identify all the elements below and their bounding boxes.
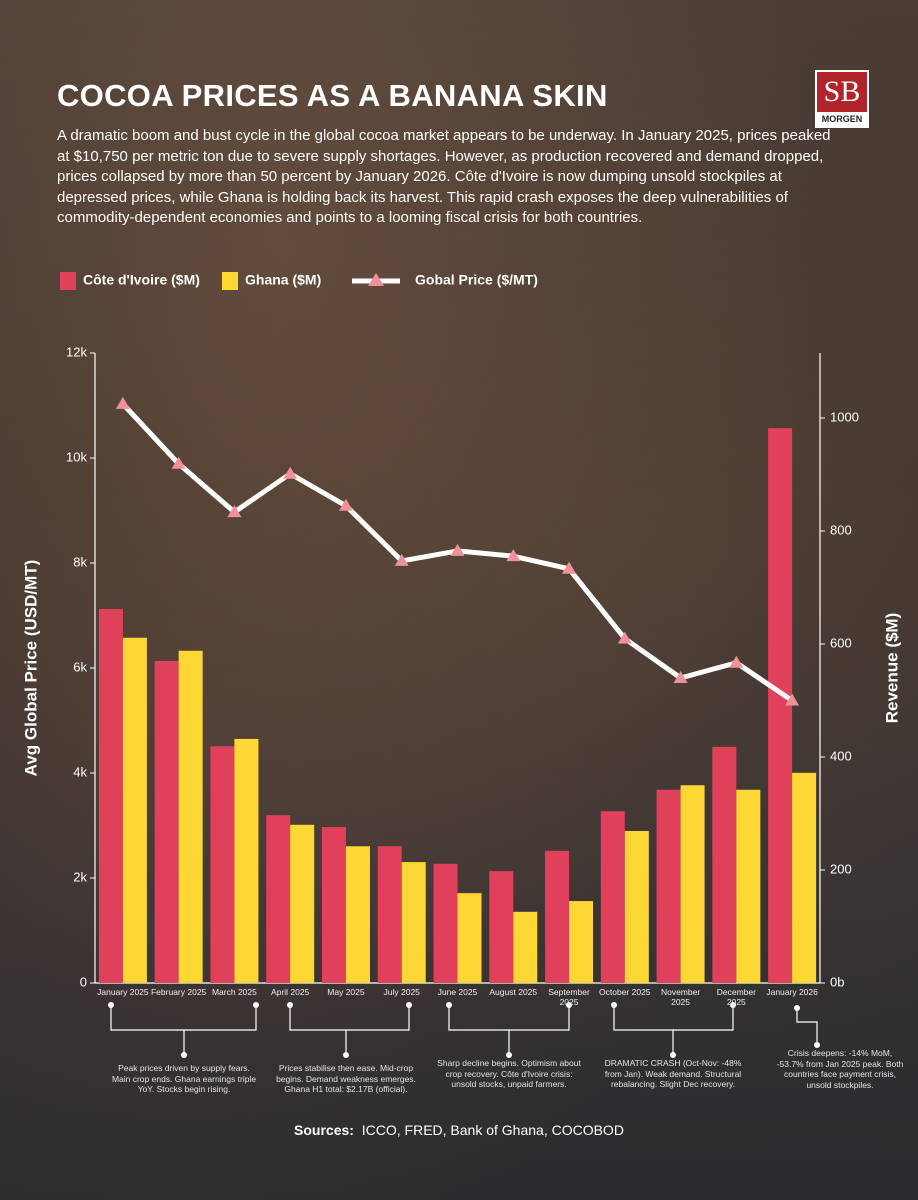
bar [377,846,402,983]
bar [489,871,514,983]
x-tick-label: May 2025 [327,987,365,997]
price-marker [506,549,521,562]
bar [321,827,346,983]
price-marker [617,631,632,644]
sources: Sources: ICCO, FRED, Bank of Ghana, COCO… [0,1122,918,1138]
legend-swatch [222,272,238,290]
x-tick-label: February 2025 [150,987,207,997]
price-marker [450,543,465,556]
x-tick-label: March 2025 [211,987,257,997]
annotation: Sharp decline begins. Optimism about cro… [437,1058,581,1089]
y2-tick-label: 800 [830,522,852,537]
price-marker [338,498,353,511]
legend-swatch [60,272,76,290]
bar [210,746,235,983]
bar [792,772,817,983]
subtitle: A dramatic boom and bust cycle in the gl… [57,127,831,226]
bar [736,789,761,983]
annotation: Prices stabilise then ease. Mid-crop beg… [276,1063,416,1094]
logo-name: MORGEN [821,114,863,124]
legend-label: Ghana ($M) [245,272,321,288]
price-marker [283,466,298,479]
bar [513,911,538,983]
y-tick-label: 4k [73,764,87,779]
bar [624,831,649,983]
y-tick-label: 10k [66,449,87,464]
price-marker [673,670,688,683]
price-marker [394,553,409,566]
x-tick-label: October 2025 [599,987,651,997]
x-tick-label: December 2025 [716,987,756,1007]
bar [345,846,370,983]
x-tick-label: August 2025 [489,987,538,997]
bar [680,785,705,983]
y2-axis-title: Revenue ($M) [882,613,901,724]
y-tick-label: 8k [73,554,87,569]
bar [433,863,458,983]
bar [234,738,259,983]
legend-marker [368,273,384,286]
price-marker [115,396,130,409]
bar [712,746,737,983]
bar [266,815,291,983]
sources-text: ICCO, FRED, Bank of Ghana, COCOBOD [361,1122,624,1138]
bar [457,893,482,983]
price-marker [227,505,242,518]
logo: SB MORGEN [815,70,869,128]
bar [600,811,625,983]
y2-tick-label: 200 [830,861,852,876]
y-tick-label: 6k [73,659,87,674]
bar [290,824,315,983]
annotation: Crisis deepens: -14% MoM, -53.7% from Ja… [776,1048,904,1090]
annotation: DRAMATIC CRASH (Oct-Nov: -48% from Jan).… [604,1058,742,1089]
sources-label: Sources: [294,1122,354,1138]
bar [569,901,594,983]
annotation-brackets [110,1005,818,1055]
price-marker [785,693,800,706]
y-tick-label: 2k [73,869,87,884]
x-tick-label: April 2025 [271,987,310,997]
title: COCOA PRICES AS A BANANA SKIN [57,78,608,113]
price-marker [171,456,186,469]
bar [545,850,570,983]
x-tick-label: November 2025 [660,987,701,1007]
legend-label: Côte d'Ivoire ($M) [83,272,200,288]
x-tick-label: June 2025 [437,987,478,997]
y-tick-label: 0 [80,974,87,989]
x-tick-label: July 2025 [383,987,420,997]
bar [656,789,681,983]
price-marker [729,655,744,668]
logo-mark: SB [817,72,867,112]
bar [98,608,123,983]
y-axis-title: Avg Global Price (USD/MT) [21,560,40,777]
x-tick-label: January 2026 [766,987,818,997]
legend-label: Gobal Price ($/MT) [415,272,538,288]
bar [178,650,203,983]
bar [154,660,179,983]
bar [401,862,426,983]
y2-tick-label: 400 [830,748,852,763]
y-tick-label: 12k [66,344,87,359]
y2-tick-label: 0b [830,974,844,989]
y2-tick-label: 1000 [830,409,859,424]
x-tick-label: January 2025 [97,987,149,997]
bar [768,428,793,984]
bar [122,637,147,983]
y2-tick-label: 600 [830,635,852,650]
annotation: Peak prices driven by supply fears. Main… [111,1063,257,1094]
x-tick-label: September 2025 [548,987,590,1007]
price-marker [562,561,577,574]
